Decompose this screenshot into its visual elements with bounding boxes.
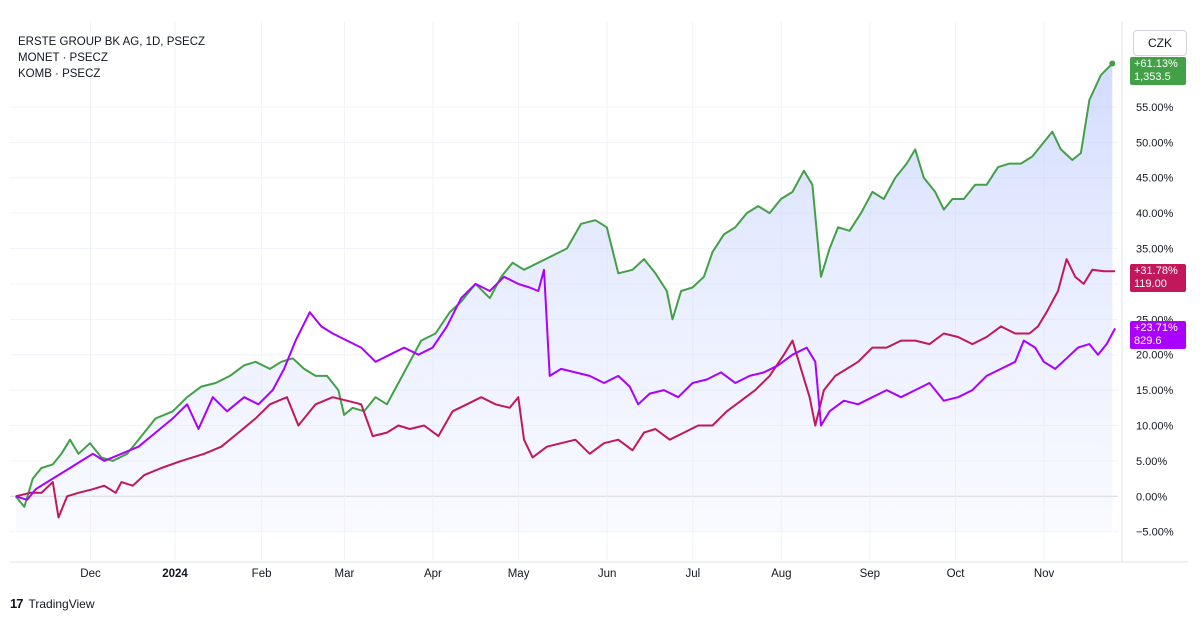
x-tick-label: Dec bbox=[80, 568, 101, 580]
line-komb[interactable] bbox=[15, 258, 1116, 519]
y-tick-label: 55.00% bbox=[1136, 102, 1174, 114]
axes: 55.00%50.00%45.00%40.00%35.00%30.00%25.0… bbox=[10, 22, 1188, 580]
area-erste-group-bk-ag bbox=[15, 63, 1113, 532]
price-tag-komb-price: 119.00 bbox=[1134, 278, 1167, 291]
x-tick-label: May bbox=[508, 568, 530, 580]
series-areas bbox=[15, 63, 1113, 532]
y-tick-label: 50.00% bbox=[1136, 137, 1174, 149]
price-tag-erste: +61.13% 1,353.5 bbox=[1130, 56, 1186, 85]
legend-compare-komb[interactable]: KOMB · PSECZ bbox=[18, 68, 101, 80]
y-tick-label: 5.00% bbox=[1136, 456, 1167, 468]
line-erste-group-bk-ag[interactable] bbox=[14, 62, 1114, 508]
line-monet[interactable] bbox=[15, 268, 1116, 501]
x-tick-label: Oct bbox=[947, 568, 966, 580]
price-tag-erste-price: 1,353.5 bbox=[1134, 70, 1171, 83]
price-tag-monet-pct: +23.71% bbox=[1134, 322, 1178, 335]
tradingview-branding[interactable]: 17 TradingView bbox=[10, 596, 95, 611]
legend: ERSTE GROUP BK AG, 1D, PSECZ MONET · PSE… bbox=[18, 34, 205, 82]
x-tick-label: Aug bbox=[771, 568, 791, 580]
y-tick-label: −5.00% bbox=[1136, 527, 1174, 539]
y-tick-label: 10.00% bbox=[1136, 421, 1174, 433]
last-point-erste-group-bk-ag bbox=[1109, 60, 1116, 67]
price-tag-erste-pct: +61.13% bbox=[1134, 57, 1178, 70]
y-tick-label: 45.00% bbox=[1136, 173, 1174, 185]
y-tick-label: 15.00% bbox=[1136, 385, 1174, 397]
price-tag-monet: +23.71% 829.6 bbox=[1130, 321, 1186, 350]
price-tag-monet-price: 829.6 bbox=[1134, 335, 1162, 348]
x-tick-label: Feb bbox=[252, 568, 272, 580]
legend-compare-monet[interactable]: MONET · PSECZ bbox=[18, 52, 108, 64]
y-tick-label: 35.00% bbox=[1136, 244, 1174, 256]
x-tick-label: Apr bbox=[424, 568, 442, 580]
y-tick-label: 40.00% bbox=[1136, 208, 1174, 220]
x-tick-label: Mar bbox=[334, 568, 354, 580]
price-tag-komb-pct: +31.78% bbox=[1134, 265, 1178, 278]
x-tick-label: Jul bbox=[685, 568, 700, 580]
y-tick-label: 20.00% bbox=[1136, 350, 1174, 362]
x-tick-label: Jun bbox=[598, 568, 617, 580]
x-tick-label: 2024 bbox=[162, 568, 188, 580]
x-tick-label: Sep bbox=[860, 568, 880, 580]
currency-button[interactable]: CZK bbox=[1133, 30, 1187, 56]
legend-main-symbol[interactable]: ERSTE GROUP BK AG, 1D, PSECZ bbox=[18, 36, 206, 48]
x-tick-label: Nov bbox=[1034, 568, 1055, 580]
tradingview-logo-icon: 17 bbox=[10, 596, 24, 611]
branding-label: TradingView bbox=[28, 596, 95, 611]
y-tick-label: 0.00% bbox=[1136, 491, 1167, 503]
price-tag-komb: +31.78% 119.00 bbox=[1130, 264, 1186, 293]
series-lines bbox=[14, 60, 1116, 519]
